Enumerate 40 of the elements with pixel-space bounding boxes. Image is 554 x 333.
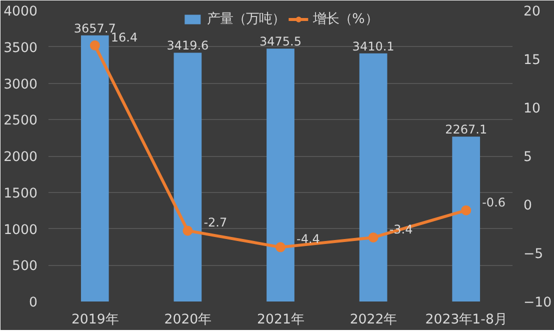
y2-tick-label: −5 [524,247,544,262]
y-tick-label: 2500 [4,114,38,129]
bar [266,48,294,302]
data-label: 3410.1 [352,39,394,54]
x-tick-label: 2023年1-8月 [425,312,507,328]
bar [452,136,480,302]
point [90,40,100,50]
y2-tick-label: 5 [524,150,532,165]
data-label: 3419.6 [166,38,209,53]
y-tick-label: 4000 [4,4,38,20]
bar [359,53,388,302]
point [368,232,378,242]
point [276,242,286,252]
data-label: -2.7 [204,216,228,230]
point [182,226,193,236]
x-tick-label: 2022年 [350,312,397,328]
y2-tick-label: 10 [524,102,540,116]
y-tick-label: 2000 [4,150,38,165]
y2-tick-label: 0 [524,198,532,214]
y2-tick-label: 15 [524,53,540,68]
y-tick-label: 500 [12,259,38,274]
y-tick-label: 0 [29,296,38,310]
x-tick-label: 2021年 [257,312,304,328]
data-label: 3475.5 [260,34,302,49]
legend-label: 产量（万吨） [207,10,286,28]
y-tick-label: 1500 [4,186,38,202]
bar [80,35,109,302]
data-label: 2267.1 [445,122,488,137]
y-tick-label: 3000 [4,77,38,92]
x-tick-label: 2019年 [71,312,118,328]
bar [174,52,202,302]
y2-tick-label: −10 [524,296,552,310]
y2-tick-label: 20 [524,4,540,20]
x-tick-label: 2020年 [164,312,212,328]
point [461,205,472,216]
data-label: -4.4 [296,232,320,246]
y-tick-label: 1000 [4,222,38,238]
y-tick-label: 3500 [4,40,38,56]
data-label: -0.6 [482,195,506,210]
legend-label: 增长（%） [313,11,378,28]
